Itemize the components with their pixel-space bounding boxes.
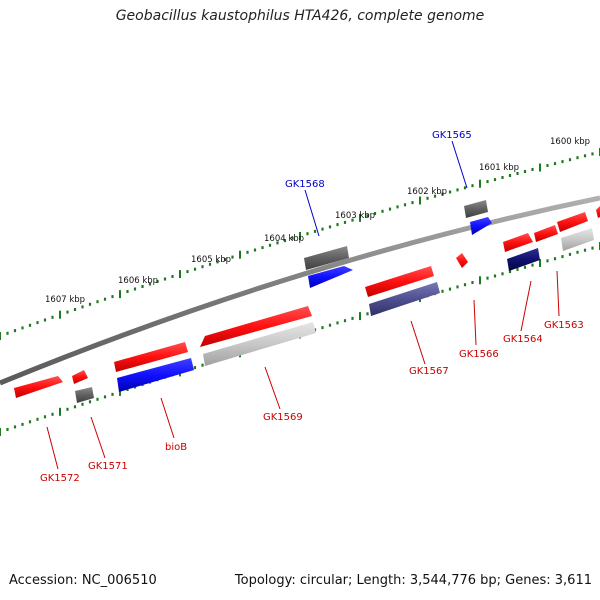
gene-label-gk1563[interactable]: GK1563 (544, 320, 584, 331)
scale-label-1602: 1602 kbp (407, 187, 447, 197)
gene-label-gk1566[interactable]: GK1566 (459, 349, 499, 360)
feature-gk1568[interactable] (304, 246, 353, 288)
feature-gk1563[interactable] (534, 206, 600, 251)
gene-label-gk1567[interactable]: GK1567 (409, 366, 449, 377)
scale-label-1601: 1601 kbp (479, 163, 519, 173)
scale-label-1600: 1600 kbp (550, 137, 590, 147)
map-title: Geobacillus kaustophilus HTA426, complet… (115, 8, 485, 24)
gene-label-gk1568[interactable]: GK1568 (285, 179, 325, 190)
gene-label-gk1572[interactable]: GK1572 (40, 473, 80, 484)
feature-gk1565[interactable] (464, 200, 492, 235)
scale-label-1607: 1607 kbp (45, 295, 85, 305)
scale-label-1604: 1604 kbp (264, 234, 304, 244)
gene-label-gk1569[interactable]: GK1569 (263, 412, 303, 423)
feature-gk1571[interactable] (72, 370, 94, 403)
feature-gk1569[interactable] (200, 306, 316, 366)
accession-text: Accession: NC_006510 (9, 573, 157, 588)
gene-label-biob[interactable]: bioB (165, 442, 187, 453)
feature-gk1567[interactable] (365, 266, 440, 316)
scale-ticks-top (0, 148, 600, 340)
feature-gk1572[interactable] (14, 376, 63, 398)
scale-label-1603: 1603 kbp (335, 211, 375, 221)
genome-backbone (0, 195, 600, 386)
feature-gk1566[interactable] (456, 253, 468, 268)
feature-gk1564[interactable] (503, 233, 540, 271)
gene-label-gk1565[interactable]: GK1565 (432, 130, 472, 141)
scale-label-1605: 1605 kbp (191, 255, 231, 265)
scale-label-1606: 1606 kbp (118, 276, 158, 286)
label-leaders (46, 140, 560, 470)
gene-label-gk1571[interactable]: GK1571 (88, 461, 128, 472)
feature-biob[interactable] (114, 342, 194, 392)
gene-label-gk1564[interactable]: GK1564 (503, 334, 543, 345)
topology-text: Topology: circular; Length: 3,544,776 bp… (234, 573, 592, 588)
